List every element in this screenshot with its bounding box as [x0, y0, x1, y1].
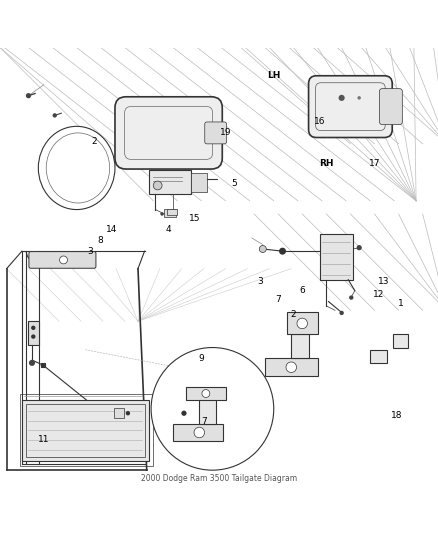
Text: 2: 2: [291, 310, 296, 319]
Bar: [265, 359, 318, 376]
Text: 18: 18: [391, 411, 402, 420]
Circle shape: [349, 295, 353, 300]
Circle shape: [53, 113, 57, 118]
Circle shape: [357, 245, 362, 251]
Circle shape: [181, 410, 187, 416]
Circle shape: [202, 390, 210, 398]
Text: 1: 1: [398, 299, 404, 308]
Bar: [28, 321, 39, 345]
Text: 6: 6: [299, 286, 305, 295]
Bar: [199, 395, 216, 424]
Text: 7: 7: [275, 295, 281, 304]
Bar: [173, 424, 223, 441]
Text: 13: 13: [378, 277, 389, 286]
Circle shape: [29, 360, 35, 366]
Text: LH: LH: [267, 71, 280, 80]
Circle shape: [297, 318, 307, 329]
Text: 11: 11: [38, 435, 49, 444]
Bar: [191, 173, 207, 191]
Bar: [287, 312, 318, 334]
Circle shape: [194, 427, 205, 438]
Text: 3: 3: [87, 247, 93, 256]
Text: 15: 15: [189, 214, 201, 223]
Bar: [20, 393, 153, 466]
Circle shape: [339, 311, 344, 315]
Text: 9: 9: [198, 354, 205, 363]
Text: 14: 14: [106, 225, 117, 234]
Circle shape: [126, 411, 130, 415]
Bar: [26, 405, 145, 457]
Text: 2: 2: [92, 137, 97, 146]
Bar: [22, 400, 149, 462]
Bar: [291, 334, 309, 359]
FancyBboxPatch shape: [115, 97, 222, 169]
FancyBboxPatch shape: [29, 252, 96, 268]
Bar: [149, 170, 191, 194]
FancyBboxPatch shape: [205, 122, 227, 144]
Circle shape: [41, 364, 45, 368]
Text: 12: 12: [373, 290, 385, 300]
Circle shape: [151, 348, 274, 470]
Circle shape: [60, 256, 67, 264]
Circle shape: [339, 95, 345, 101]
Bar: [320, 233, 353, 280]
FancyBboxPatch shape: [308, 76, 392, 138]
Circle shape: [357, 96, 361, 100]
Circle shape: [31, 326, 35, 330]
Text: RH: RH: [319, 159, 334, 168]
Circle shape: [26, 93, 31, 98]
Text: 8: 8: [98, 236, 104, 245]
Circle shape: [259, 246, 266, 253]
Bar: [393, 334, 408, 348]
Ellipse shape: [38, 126, 115, 209]
Circle shape: [153, 181, 162, 190]
Circle shape: [160, 212, 164, 216]
FancyBboxPatch shape: [164, 209, 176, 216]
Circle shape: [286, 362, 297, 373]
FancyBboxPatch shape: [167, 209, 177, 215]
FancyBboxPatch shape: [379, 88, 403, 125]
Text: 17: 17: [369, 159, 380, 168]
Bar: [370, 350, 387, 363]
Circle shape: [31, 334, 35, 339]
Bar: [186, 387, 226, 400]
Text: 3: 3: [258, 277, 264, 286]
Text: 19: 19: [220, 128, 231, 138]
Circle shape: [279, 248, 286, 255]
Bar: [41, 363, 45, 367]
Text: 4: 4: [166, 225, 171, 234]
Text: 2000 Dodge Ram 3500 Tailgate Diagram: 2000 Dodge Ram 3500 Tailgate Diagram: [141, 474, 297, 483]
Text: 5: 5: [231, 179, 237, 188]
Text: 7: 7: [201, 417, 207, 426]
Bar: [114, 408, 124, 418]
Text: 16: 16: [314, 117, 325, 126]
